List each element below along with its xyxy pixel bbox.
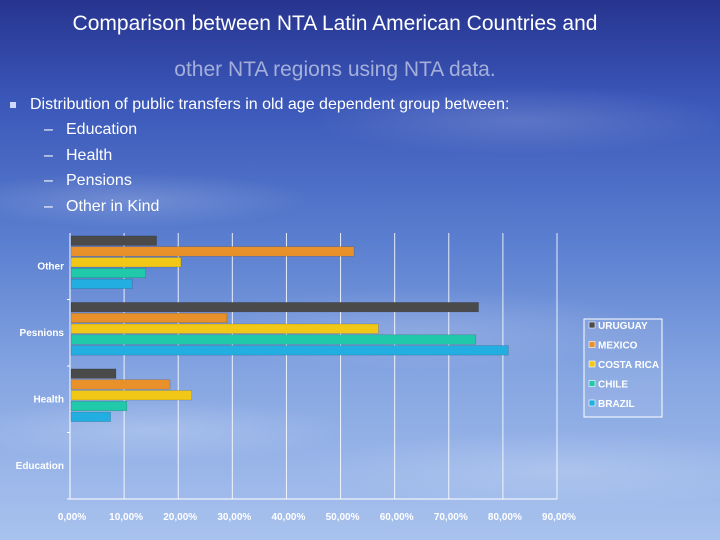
- legend-swatch: [588, 360, 596, 368]
- bullet-text: Distribution of public transfers in old …: [30, 96, 510, 113]
- bar: [70, 368, 117, 379]
- bar: [70, 302, 479, 313]
- bar: [70, 411, 111, 422]
- bar: [70, 268, 147, 279]
- bar: [70, 246, 355, 257]
- bar: [70, 278, 133, 289]
- dash-marker: –: [44, 197, 53, 215]
- dash-marker: –: [44, 172, 53, 189]
- x-tick-label: 10,00%: [109, 512, 143, 523]
- legend-box: [583, 318, 663, 418]
- legend-label: CHILE: [598, 380, 628, 391]
- sub-item: – Health: [44, 147, 159, 173]
- legend-swatch: [588, 399, 596, 407]
- sub-item-text: Health: [66, 146, 113, 164]
- bar: [70, 235, 157, 246]
- sub-item-text: Education: [66, 121, 138, 138]
- bar: [70, 334, 477, 345]
- sub-list: – Education – Health – Pensions – Other in K…: [44, 121, 159, 223]
- slide-title-line1: Comparison between NTA Latin American Co…: [72, 12, 598, 35]
- dash-marker: –: [44, 146, 53, 164]
- bullet-item: Distribution of public transfers in old …: [10, 96, 509, 114]
- legend-swatch: [588, 341, 596, 348]
- sub-item-text: Other in Kind: [66, 197, 160, 215]
- sub-item: – Pensions: [44, 172, 159, 198]
- x-tick-label: 50,00%: [326, 512, 360, 523]
- bar: [70, 390, 192, 401]
- sub-item: – Other in Kind: [44, 198, 159, 224]
- x-tick-label: 60,00%: [380, 512, 414, 523]
- legend-label: MEXICO: [598, 341, 638, 352]
- x-tick-label: 30,00%: [217, 512, 251, 523]
- bar: [70, 401, 128, 412]
- sub-item: – Education: [44, 121, 159, 147]
- bar: [70, 323, 379, 334]
- category-label: Health: [33, 394, 64, 405]
- legend-label: COSTA RICA: [598, 360, 659, 371]
- slide-title-line2: other NTA regions using NTA data.: [174, 58, 496, 81]
- category-label: Education: [16, 461, 64, 472]
- x-tick-label: 0,00%: [58, 512, 86, 523]
- legend-label: URUGUAY: [598, 321, 648, 332]
- legend-swatch: [588, 380, 596, 387]
- x-tick-label: 80,00%: [488, 512, 522, 523]
- x-tick-label: 90,00%: [542, 512, 576, 523]
- legend-swatch: [588, 321, 596, 329]
- dash-marker: –: [44, 121, 53, 138]
- bar: [70, 257, 182, 268]
- x-tick-label: 20,00%: [163, 512, 197, 523]
- bar: [70, 379, 171, 390]
- sub-item-text: Pensions: [66, 172, 132, 189]
- bar: [70, 345, 509, 356]
- category-label: Other: [37, 261, 64, 272]
- square-bullet-icon: [10, 101, 16, 108]
- legend-label: BRAZIL: [598, 399, 635, 410]
- bar: [70, 312, 228, 323]
- x-tick-label: 40,00%: [271, 512, 305, 523]
- category-label: Pesnions: [20, 328, 65, 339]
- x-tick-label: 70,00%: [434, 512, 468, 523]
